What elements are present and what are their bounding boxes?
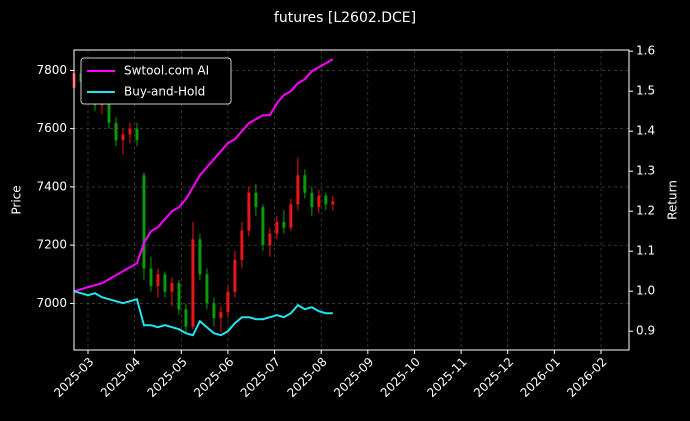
candle-body <box>331 201 335 205</box>
candle-body <box>114 122 118 141</box>
candle-body <box>254 192 258 208</box>
y2-tick-label: 1.2 <box>636 204 655 218</box>
candle-body <box>240 230 244 260</box>
candle-body <box>289 204 293 228</box>
legend-box <box>80 57 232 105</box>
candle-body <box>233 259 237 292</box>
y2-tick-label: 1.4 <box>636 124 655 138</box>
candle-body <box>261 207 265 246</box>
x-tick-label: 2025-05 <box>145 355 190 400</box>
candle-body <box>324 195 328 205</box>
candle-body <box>219 312 223 318</box>
candle-body <box>198 239 202 275</box>
candle-body <box>226 291 230 313</box>
candle-body <box>303 175 307 193</box>
x-tick-label: 2026-01 <box>518 355 563 400</box>
y2-tick-label: 1.3 <box>636 164 655 178</box>
x-tick-label: 2026-02 <box>564 355 609 400</box>
chart-title: futures [L2602.DCE] <box>274 10 416 26</box>
candle-body <box>282 221 286 228</box>
candle-body <box>212 303 216 318</box>
y2-tick-label: 1.0 <box>636 284 655 298</box>
candle-body <box>163 274 167 292</box>
x-tick-label: 2025-07 <box>238 355 283 400</box>
x-tick-label: 2025-03 <box>51 355 96 400</box>
candle-body <box>317 195 321 208</box>
y2-tick-label: 0.9 <box>636 324 655 338</box>
candle-body <box>310 192 314 208</box>
candle-body <box>247 192 251 231</box>
candle-body <box>275 221 279 234</box>
x-tick-label: 2025-08 <box>284 355 329 400</box>
y-tick-label: 7800 <box>36 63 67 77</box>
candle-body <box>170 283 174 292</box>
candle-body <box>177 283 181 310</box>
candle-body <box>135 128 139 141</box>
x-tick-label: 2025-04 <box>98 355 143 400</box>
x-tick-label: 2025-09 <box>331 355 376 400</box>
legend: Swtool.com AI Buy-and-Hold <box>80 57 232 105</box>
candle-body <box>107 99 111 123</box>
x-tick-label: 2025-10 <box>378 355 423 400</box>
candle-body <box>156 274 160 286</box>
line-series <box>73 290 333 337</box>
candle-body <box>296 175 300 205</box>
candle-body <box>128 128 132 135</box>
candle-body <box>149 268 153 286</box>
x-tick-label: 2025-11 <box>424 355 469 400</box>
candle-body <box>184 309 188 327</box>
y2-tick-label: 1.6 <box>636 44 655 58</box>
candle-body <box>191 239 195 327</box>
x-tick-label: 2025-06 <box>191 355 236 400</box>
y2-tick-label: 1.5 <box>636 84 655 98</box>
y-tick-label: 7600 <box>36 121 67 135</box>
plot-frame <box>73 49 630 351</box>
candle-body <box>142 175 146 269</box>
legend-label: Buy-and-Hold <box>124 85 205 99</box>
y-axis-label: Price <box>10 185 24 214</box>
candle-body <box>268 233 272 246</box>
y2-axis-label: Return <box>666 180 680 220</box>
y-tick-label: 7400 <box>36 179 67 193</box>
candle-body <box>205 274 209 304</box>
candle-body <box>121 134 125 141</box>
line-series <box>73 58 334 293</box>
y-tick-label: 7000 <box>36 296 67 310</box>
x-tick-label: 2025-12 <box>471 355 516 400</box>
y-tick-label: 7200 <box>36 238 67 252</box>
y2-tick-label: 1.1 <box>636 244 655 258</box>
legend-label: Swtool.com AI <box>124 64 209 78</box>
